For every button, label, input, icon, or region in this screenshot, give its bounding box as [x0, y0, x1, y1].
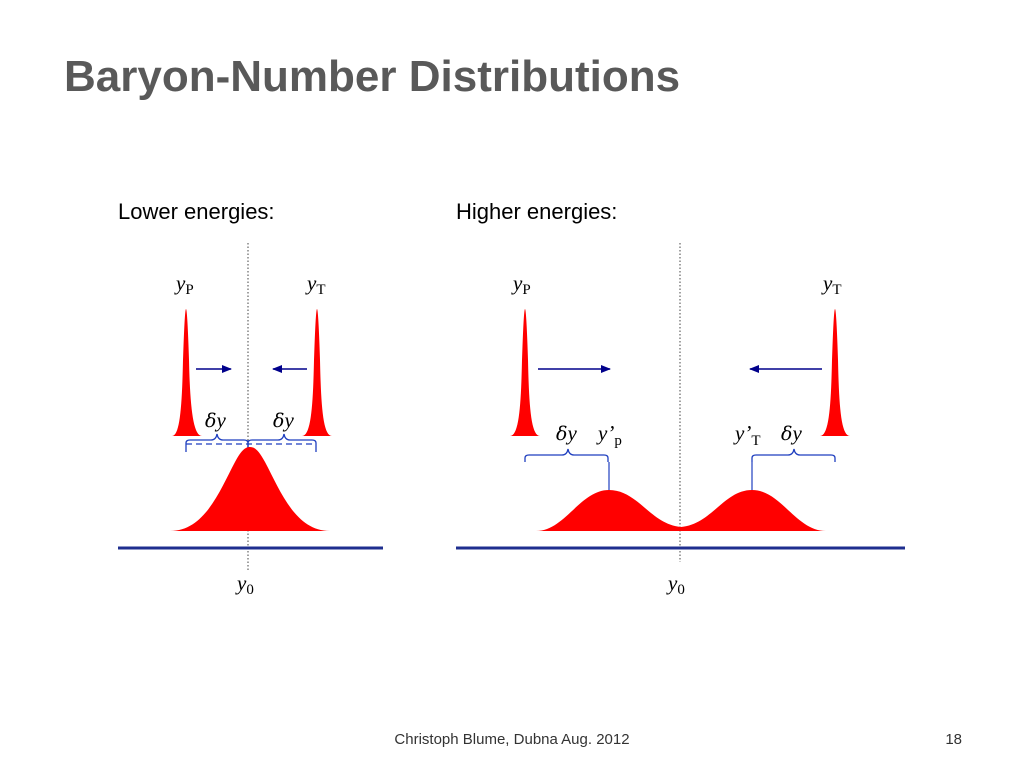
stopped-distribution [170, 447, 330, 531]
projectile-peak [172, 309, 202, 436]
yT-label: yT [821, 271, 842, 298]
slide-title: Baryon-Number Distributions [64, 52, 681, 101]
higher-energies-panel: yP yT δy y’p y’T δy y0 [456, 243, 905, 598]
delta-y-right-label: δy [781, 421, 802, 445]
higher-energies-label: Higher energies: [456, 199, 618, 224]
target-peak [820, 309, 850, 436]
projectile-peak [510, 309, 540, 436]
y0-label: y0 [666, 571, 685, 598]
yp-prime-label: y’p [596, 421, 622, 449]
delta-y-right-label: δy [273, 408, 294, 432]
brace-left [524, 448, 609, 462]
transparent-distribution [536, 490, 826, 531]
yt-prime-label: y’T [733, 421, 761, 449]
yP-label: yP [511, 271, 531, 298]
y0-label: y0 [235, 571, 254, 598]
brace-left [185, 433, 249, 452]
delta-y-left-label: δy [205, 408, 226, 432]
lower-energies-panel: yP yT δy δy y0 [118, 243, 383, 598]
page-number: 18 [945, 731, 962, 748]
footer-credit: Christoph Blume, Dubna Aug. 2012 [394, 731, 630, 748]
target-peak [302, 309, 332, 436]
yP-label: yP [174, 271, 194, 298]
brace-right [247, 433, 317, 452]
delta-y-left-label: δy [556, 421, 577, 445]
brace-right [751, 448, 836, 462]
lower-energies-label: Lower energies: [118, 199, 275, 224]
yT-label: yT [305, 271, 326, 298]
